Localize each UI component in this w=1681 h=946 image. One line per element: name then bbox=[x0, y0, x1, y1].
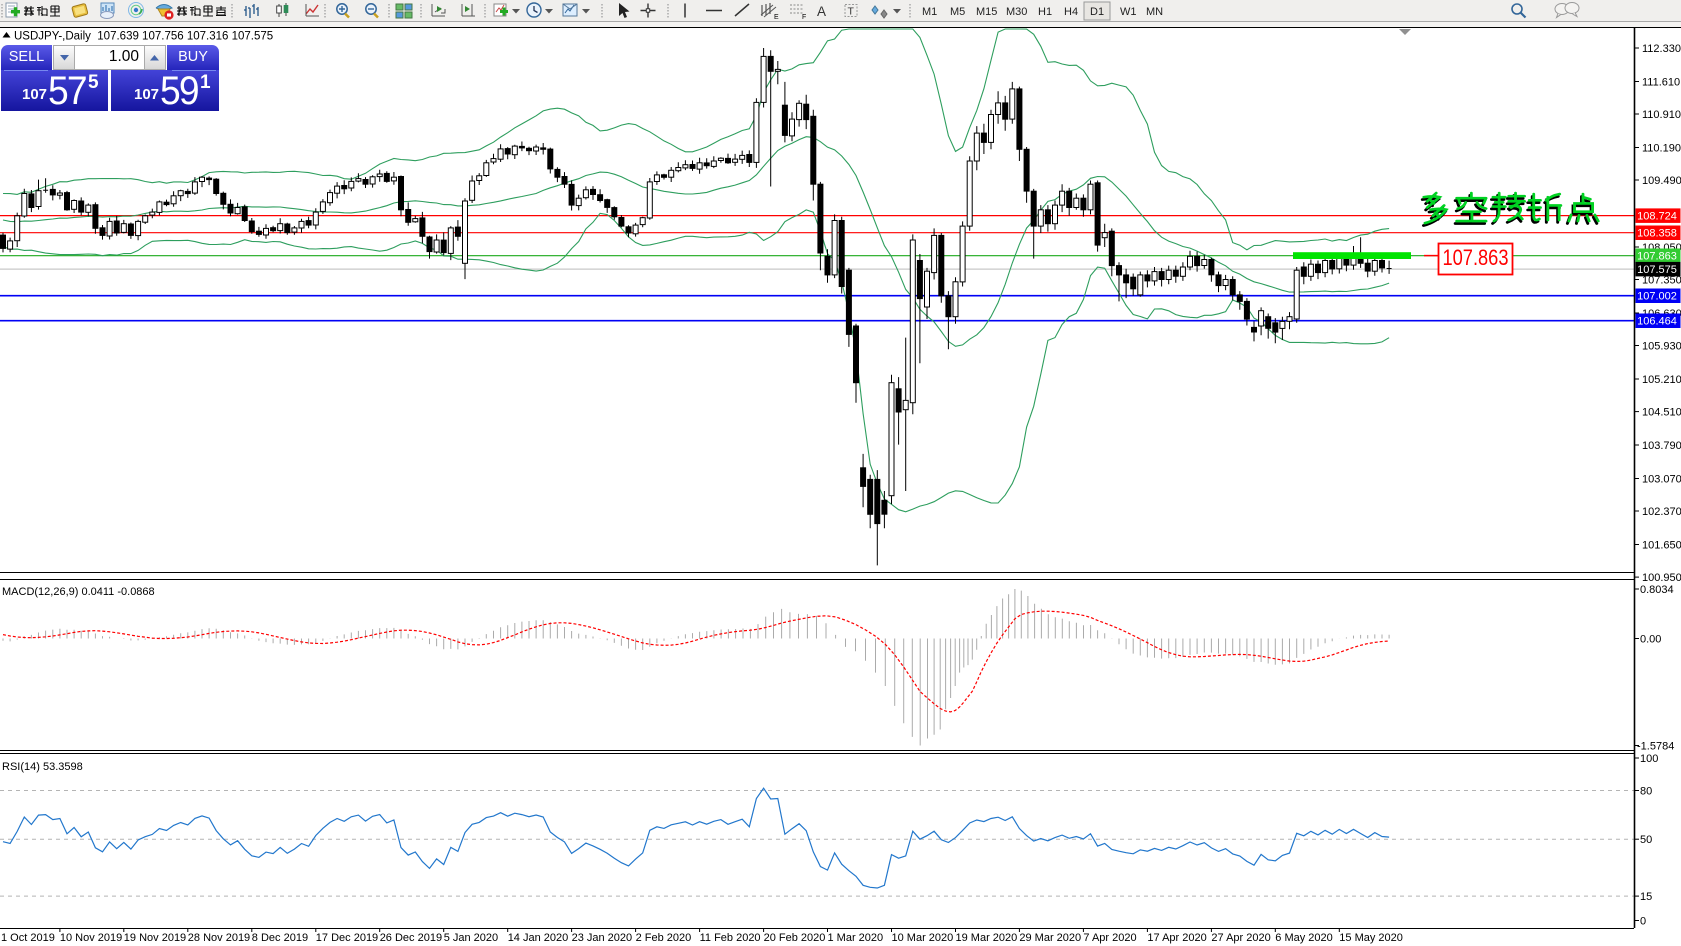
svg-text:MN: MN bbox=[1146, 6, 1163, 18]
svg-text:E: E bbox=[774, 14, 779, 21]
svg-text:100: 100 bbox=[1640, 753, 1658, 765]
svg-text:108.724: 108.724 bbox=[1637, 211, 1677, 223]
svg-text:14 Jan 2020: 14 Jan 2020 bbox=[508, 932, 569, 944]
svg-text:107.863: 107.863 bbox=[1443, 245, 1509, 270]
svg-text:80: 80 bbox=[1640, 786, 1652, 798]
svg-text:8 Dec 2019: 8 Dec 2019 bbox=[252, 932, 308, 944]
svg-text:50: 50 bbox=[1640, 834, 1652, 846]
svg-text:20 Feb 2020: 20 Feb 2020 bbox=[764, 932, 826, 944]
svg-text:10 Nov 2019: 10 Nov 2019 bbox=[60, 932, 122, 944]
svg-text:28 Nov 2019: 28 Nov 2019 bbox=[188, 932, 250, 944]
svg-text:101.650: 101.650 bbox=[1642, 540, 1681, 552]
svg-text:RSI(14) 53.3598: RSI(14) 53.3598 bbox=[2, 761, 83, 773]
svg-text:105.930: 105.930 bbox=[1642, 341, 1681, 353]
svg-text:100.950: 100.950 bbox=[1642, 572, 1681, 584]
svg-text:H1: H1 bbox=[1038, 6, 1052, 18]
svg-text:1 Oct 2019: 1 Oct 2019 bbox=[1, 932, 55, 944]
svg-text:109.490: 109.490 bbox=[1642, 175, 1681, 187]
svg-text:0.00: 0.00 bbox=[1640, 634, 1661, 646]
svg-text:2 Feb 2020: 2 Feb 2020 bbox=[636, 932, 692, 944]
svg-text:D1: D1 bbox=[1090, 6, 1104, 18]
svg-text:103.790: 103.790 bbox=[1642, 440, 1681, 452]
svg-text:F: F bbox=[802, 14, 806, 21]
svg-text:0.8034: 0.8034 bbox=[1640, 584, 1674, 596]
svg-text:7 Apr 2020: 7 Apr 2020 bbox=[1083, 932, 1136, 944]
svg-text:112.330: 112.330 bbox=[1642, 43, 1681, 55]
svg-text:M5: M5 bbox=[950, 6, 965, 18]
svg-text:0: 0 bbox=[1640, 916, 1646, 928]
svg-text:A: A bbox=[817, 4, 826, 19]
svg-text:T: T bbox=[848, 6, 855, 18]
svg-text:105.210: 105.210 bbox=[1642, 374, 1681, 386]
svg-text:5 Jan 2020: 5 Jan 2020 bbox=[444, 932, 498, 944]
svg-text:M30: M30 bbox=[1006, 6, 1027, 18]
svg-text:110.910: 110.910 bbox=[1642, 109, 1681, 121]
svg-text:102.370: 102.370 bbox=[1642, 506, 1681, 518]
svg-text:108.358: 108.358 bbox=[1637, 228, 1677, 240]
svg-text:15: 15 bbox=[1640, 891, 1652, 903]
svg-text:15 May 2020: 15 May 2020 bbox=[1339, 932, 1403, 944]
svg-text:19 Nov 2019: 19 Nov 2019 bbox=[124, 932, 186, 944]
svg-text:MACD(12,26,9) 0.0411 -0.0868: MACD(12,26,9) 0.0411 -0.0868 bbox=[2, 586, 155, 598]
svg-text:27 Apr 2020: 27 Apr 2020 bbox=[1211, 932, 1270, 944]
svg-text:USDJPY-,Daily 107.639 107.756: USDJPY-,Daily 107.639 107.756 107.316 10… bbox=[14, 31, 273, 43]
svg-text:111.610: 111.610 bbox=[1642, 77, 1680, 89]
svg-text:106.464: 106.464 bbox=[1637, 316, 1677, 328]
svg-text:17 Dec 2019: 17 Dec 2019 bbox=[316, 932, 378, 944]
svg-text:107.350: 107.350 bbox=[1642, 275, 1681, 287]
svg-text:-1.5784: -1.5784 bbox=[1637, 741, 1674, 753]
svg-text:W1: W1 bbox=[1120, 6, 1137, 18]
svg-text:17 Apr 2020: 17 Apr 2020 bbox=[1147, 932, 1206, 944]
svg-text:M15: M15 bbox=[976, 6, 997, 18]
svg-text:11 Feb 2020: 11 Feb 2020 bbox=[700, 932, 761, 944]
svg-text:26 Dec 2019: 26 Dec 2019 bbox=[380, 932, 442, 944]
svg-text:29 Mar 2020: 29 Mar 2020 bbox=[1019, 932, 1081, 944]
svg-text:107.575: 107.575 bbox=[1637, 264, 1677, 276]
svg-text:10 Mar 2020: 10 Mar 2020 bbox=[892, 932, 954, 944]
svg-text:107.863: 107.863 bbox=[1637, 251, 1677, 263]
svg-text:19 Mar 2020: 19 Mar 2020 bbox=[956, 932, 1018, 944]
svg-text:110.190: 110.190 bbox=[1642, 143, 1681, 155]
svg-text:23 Jan 2020: 23 Jan 2020 bbox=[572, 932, 633, 944]
svg-text:H4: H4 bbox=[1064, 6, 1078, 18]
svg-text:104.510: 104.510 bbox=[1642, 407, 1681, 419]
svg-text:6 May 2020: 6 May 2020 bbox=[1275, 932, 1332, 944]
svg-text:M1: M1 bbox=[922, 6, 937, 18]
svg-text:1 Mar 2020: 1 Mar 2020 bbox=[828, 932, 884, 944]
svg-text:107.002: 107.002 bbox=[1637, 291, 1677, 303]
svg-text:103.070: 103.070 bbox=[1642, 474, 1681, 486]
